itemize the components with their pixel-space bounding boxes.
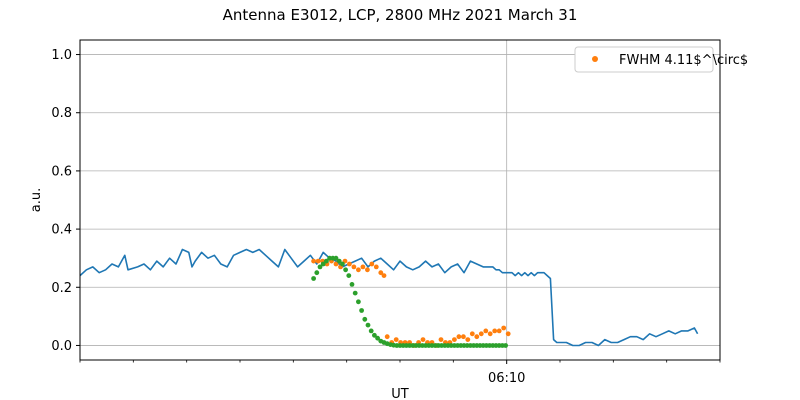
series-1-point [483, 328, 489, 334]
series-2-point [503, 343, 508, 348]
series-1-point [365, 267, 370, 273]
series-1-point [478, 331, 484, 337]
y-tick-label: 0.2 [51, 281, 72, 296]
series-2-point [349, 282, 355, 287]
series-2-point [320, 261, 326, 267]
series-1-point [384, 334, 390, 340]
y-axis-label: a.u. [29, 188, 44, 212]
series-1-point [492, 328, 498, 334]
series-1-point [496, 328, 502, 334]
grid [80, 40, 720, 360]
y-tick-label: 0.8 [51, 106, 72, 121]
series-2-point [356, 299, 361, 305]
series-1-point [452, 337, 457, 342]
series-1-point [393, 337, 399, 342]
series-2-point [343, 267, 348, 273]
series-2-point [362, 316, 368, 322]
y-tick-label: 1.0 [51, 48, 72, 63]
series-1-point [461, 334, 466, 340]
series-2-point [317, 264, 323, 270]
legend: FWHM 4.11$^\circ$ [574, 46, 748, 73]
series-1-point [311, 258, 316, 264]
series-1-point [369, 261, 375, 267]
series-1-point [474, 334, 480, 340]
series-1-point [333, 261, 339, 267]
axes-frame [79, 39, 721, 361]
series-1-point [501, 325, 507, 331]
y-axis-ticks: 0.0 0.2 0.4 0.6 0.8 1.0 [51, 48, 80, 354]
series-1-point [469, 331, 475, 337]
series-1-point [351, 264, 357, 270]
y-tick-label: 0.4 [51, 223, 72, 238]
x-axis-ticks: 06:10 [79, 360, 721, 386]
series-1-point [487, 331, 493, 337]
series-1-point [456, 334, 462, 340]
legend-entry-label: FWHM 4.11$^\circ$ [619, 53, 748, 68]
x-axis-label: UT [391, 387, 409, 400]
series-1-point [356, 267, 361, 273]
series-2-point [352, 290, 358, 296]
y-tick-label: 0.0 [51, 339, 72, 354]
series-2-point [340, 261, 345, 267]
plot-area [79, 248, 699, 348]
series-1-point [378, 270, 384, 276]
series-1-point [505, 331, 511, 337]
series-2-point [336, 258, 342, 264]
series-2-point [365, 322, 371, 328]
series-2-point [372, 332, 377, 338]
series-2-point [324, 258, 329, 264]
series-2-point [359, 308, 364, 313]
y-tick-label: 0.6 [51, 164, 72, 179]
series-2-point [314, 270, 320, 276]
series-2-point [311, 276, 316, 281]
series-2-point [375, 335, 380, 341]
series-1-point [373, 264, 379, 270]
series-line-0 [79, 248, 699, 347]
series-2-point [368, 328, 374, 334]
series-1-point [438, 337, 444, 342]
series-2-point [333, 255, 339, 261]
series-1-point [347, 261, 352, 267]
series-2-point [346, 273, 352, 278]
series-1-point [420, 337, 426, 342]
chart-title: Antenna E3012, LCP, 2800 MHz 2021 March … [223, 6, 578, 24]
series-1-point [315, 258, 321, 264]
legend-marker [592, 56, 598, 62]
series-1-point [465, 337, 471, 342]
series-1-point [381, 273, 387, 278]
series-1-point [360, 264, 366, 270]
x-tick-label: 06:10 [488, 371, 525, 386]
legend-box [574, 46, 714, 73]
